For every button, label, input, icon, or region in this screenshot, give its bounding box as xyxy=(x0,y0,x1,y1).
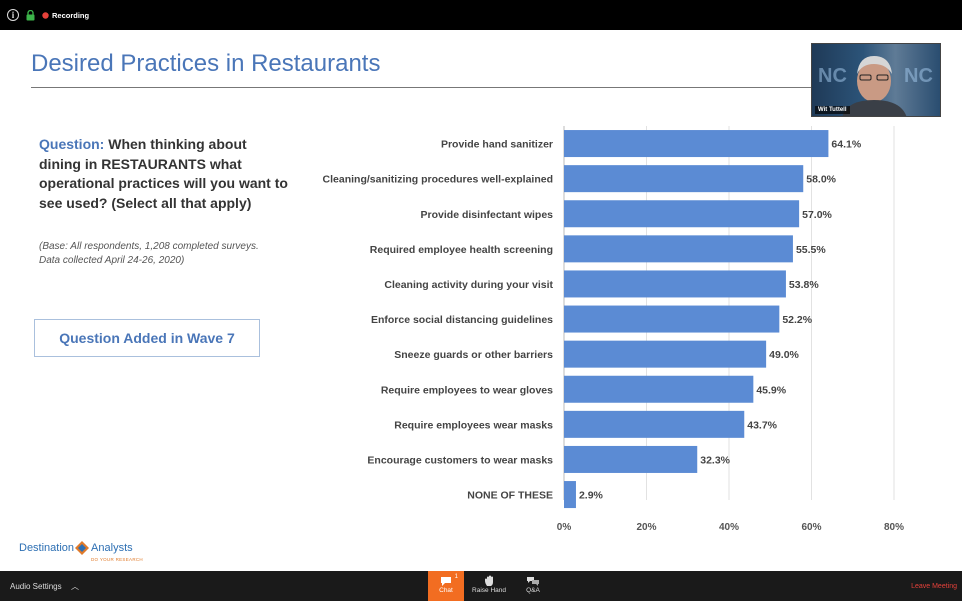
participant-name: Wit Tuttell xyxy=(815,106,850,114)
category-label: Enforce social distancing guidelines xyxy=(371,314,553,326)
category-label: Provide disinfectant wipes xyxy=(421,209,554,221)
chat-label: Chat xyxy=(439,587,453,594)
bar xyxy=(564,305,780,333)
data-label: 45.9% xyxy=(756,384,786,396)
slide-title: Desired Practices in Restaurants xyxy=(31,50,381,77)
qa-icon xyxy=(515,571,551,587)
question-text: When thinking about dining in RESTAURANT… xyxy=(39,136,288,211)
recording-bar: i Recording xyxy=(0,0,962,30)
data-label: 32.3% xyxy=(700,454,730,466)
participant-image: NC NC xyxy=(818,56,933,116)
bar xyxy=(564,445,698,473)
data-label: 49.0% xyxy=(769,349,799,361)
question-text-block: Question: When thinking about dining in … xyxy=(39,135,289,213)
chat-icon xyxy=(428,571,464,587)
bar xyxy=(564,410,745,438)
logo-tagline: DO YOUR RESEARCH xyxy=(91,557,143,562)
bar xyxy=(564,165,804,193)
chevron-up-icon[interactable]: ︿ xyxy=(71,582,79,591)
participant-video[interactable]: NC NC Wit Tuttell xyxy=(811,43,941,117)
data-label: 55.5% xyxy=(796,244,826,256)
qa-button[interactable]: Q&A xyxy=(515,571,551,601)
wave-note: Question Added in Wave 7 xyxy=(59,330,235,346)
logo-name-b: Analysts xyxy=(91,542,133,554)
logo-name-a: Destination xyxy=(19,542,75,554)
category-label: Required employee health screening xyxy=(370,244,553,256)
base-note: (Base: All respondents, 1,208 completed … xyxy=(39,241,259,266)
category-label: Cleaning activity during your visit xyxy=(384,279,553,291)
bar xyxy=(564,200,800,228)
svg-text:NC: NC xyxy=(904,65,933,87)
data-label: 2.9% xyxy=(579,490,604,502)
data-label: 52.2% xyxy=(782,314,812,326)
category-label: NONE OF THESE xyxy=(467,490,553,502)
data-label: 43.7% xyxy=(747,419,777,431)
bar xyxy=(564,375,754,403)
raise-hand-button[interactable]: Raise Hand xyxy=(470,571,508,601)
bar-chart: 0% 20% 40% 60% 80% Provide hand sanitizer 64.1… xyxy=(323,126,904,533)
wave-note-box: Question Added in Wave 7 xyxy=(34,319,260,357)
category-label: Require employees to wear gloves xyxy=(381,384,553,396)
question-label: Question: xyxy=(39,136,105,152)
bar xyxy=(564,130,829,158)
category-label: Provide hand sanitizer xyxy=(441,139,553,151)
title-divider xyxy=(31,87,811,88)
destination-analysts-logo: Destination Analysts xyxy=(19,541,133,555)
shared-slide: Desired Practices in Restaurants Questio… xyxy=(0,30,962,571)
x-tick-label: 20% xyxy=(636,522,656,533)
x-tick-label: 40% xyxy=(719,522,739,533)
bar xyxy=(564,235,793,263)
bar xyxy=(564,340,767,368)
data-label: 53.8% xyxy=(789,279,819,291)
svg-text:NC: NC xyxy=(818,65,847,87)
hand-icon xyxy=(470,571,508,587)
x-tick-label: 80% xyxy=(884,522,904,533)
info-icon[interactable]: i xyxy=(7,9,19,21)
leave-meeting-button[interactable]: Leave Meeting xyxy=(911,583,957,590)
chat-count-badge: 1 xyxy=(454,574,458,580)
bar xyxy=(564,270,786,298)
category-label: Sneeze guards or other barriers xyxy=(394,349,553,361)
audio-settings-button[interactable]: Audio Settings xyxy=(10,582,62,591)
x-tick-label: 0% xyxy=(557,522,572,533)
data-label: 57.0% xyxy=(802,209,832,221)
meeting-toolbar: Audio Settings ︿ 1 Chat Raise Hand Q&A L… xyxy=(0,571,962,601)
bar xyxy=(564,481,576,509)
x-tick-label: 60% xyxy=(801,522,821,533)
category-label: Cleaning/sanitizing procedures well-expl… xyxy=(323,174,553,186)
logo-diamond-icon xyxy=(75,541,90,555)
recording-dot-icon xyxy=(41,9,49,21)
qa-label: Q&A xyxy=(526,587,540,594)
recording-label: Recording xyxy=(52,10,90,20)
data-label: 58.0% xyxy=(806,174,836,186)
data-label: 64.1% xyxy=(831,139,861,151)
category-label: Require employees wear masks xyxy=(394,419,553,431)
category-label: Encourage customers to wear masks xyxy=(367,454,553,466)
chat-button[interactable]: 1 Chat xyxy=(428,571,464,601)
lock-icon xyxy=(24,9,36,21)
raise-hand-label: Raise Hand xyxy=(472,587,506,594)
